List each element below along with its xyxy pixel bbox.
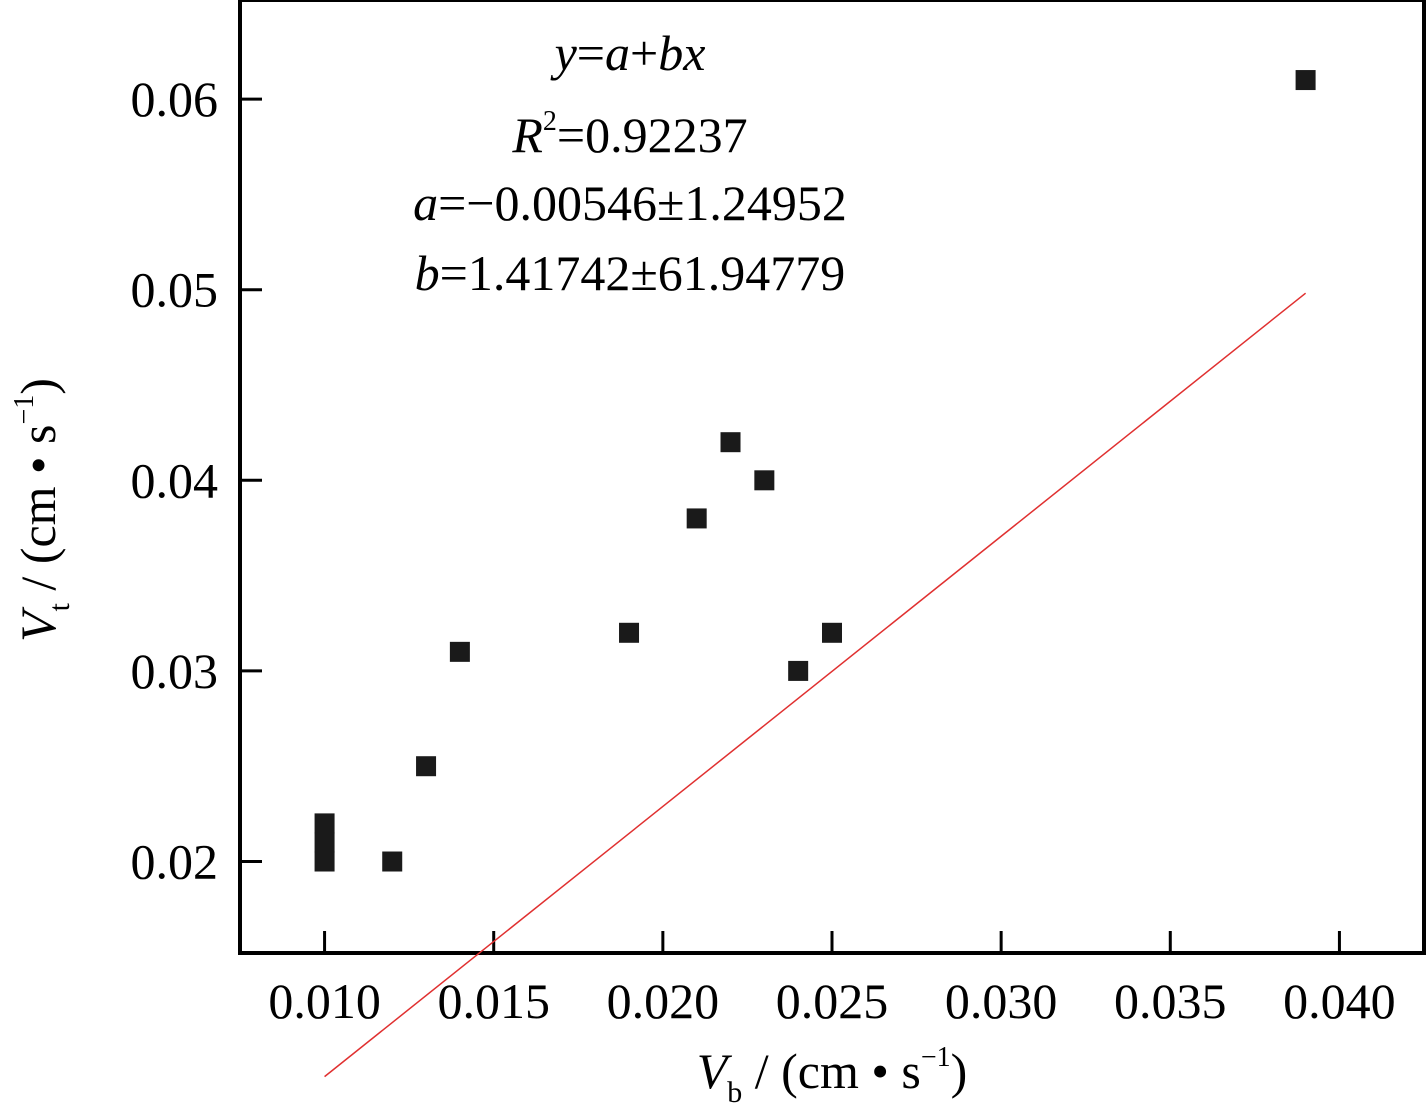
fit-line-layer: [324, 292, 1307, 1078]
data-point: [314, 851, 335, 872]
y-tick-label: 0.06: [131, 71, 219, 127]
x-axis-label: Vb / (cm • s−1): [697, 1042, 968, 1109]
x-tick-label: 0.020: [607, 973, 720, 1029]
x-tick-label: 0.040: [1283, 973, 1396, 1029]
equation-text: y=a+bx: [550, 25, 706, 81]
y-tick-label: 0.05: [131, 262, 219, 318]
data-point: [449, 641, 470, 662]
plot-frame: [238, 0, 1426, 955]
fit-line: [324, 292, 1307, 1078]
x-tick-label: 0.025: [776, 973, 889, 1029]
data-point: [788, 660, 809, 681]
y-tick-label: 0.03: [131, 643, 219, 699]
data-point: [314, 813, 335, 834]
y-axis-label: Vt / (cm • s−1): [9, 378, 76, 642]
data-point: [382, 851, 403, 872]
x-axis-ticks: 0.010 0.015 0.020 0.025 0.030 0.035 0.040: [268, 931, 1396, 1029]
data-point: [314, 832, 335, 853]
r-squared-text: R2=0.92237: [511, 106, 747, 163]
data-point: [822, 622, 842, 643]
data-point: [754, 470, 775, 491]
x-tick-label: 0.035: [1114, 973, 1227, 1029]
data-point: [416, 756, 437, 777]
data-point: [686, 508, 707, 529]
x-tick-label: 0.015: [437, 973, 550, 1029]
data-point: [619, 622, 640, 643]
y-tick-label: 0.02: [131, 834, 219, 890]
slope-text: b=1.41742±61.94779: [415, 245, 846, 301]
intercept-text: a=−0.00546±1.24952: [413, 175, 847, 231]
data-point: [1295, 70, 1316, 91]
x-tick-label: 0.010: [268, 973, 381, 1029]
y-axis-ticks: 0.02 0.03 0.04 0.05 0.06: [131, 71, 262, 890]
regression-annotation: y=a+bx R2=0.92237 a=−0.00546±1.24952 b=1…: [413, 25, 847, 301]
y-tick-label: 0.04: [131, 452, 219, 508]
x-tick-label: 0.030: [945, 973, 1058, 1029]
data-point: [720, 432, 741, 453]
data-points: [314, 70, 1316, 872]
